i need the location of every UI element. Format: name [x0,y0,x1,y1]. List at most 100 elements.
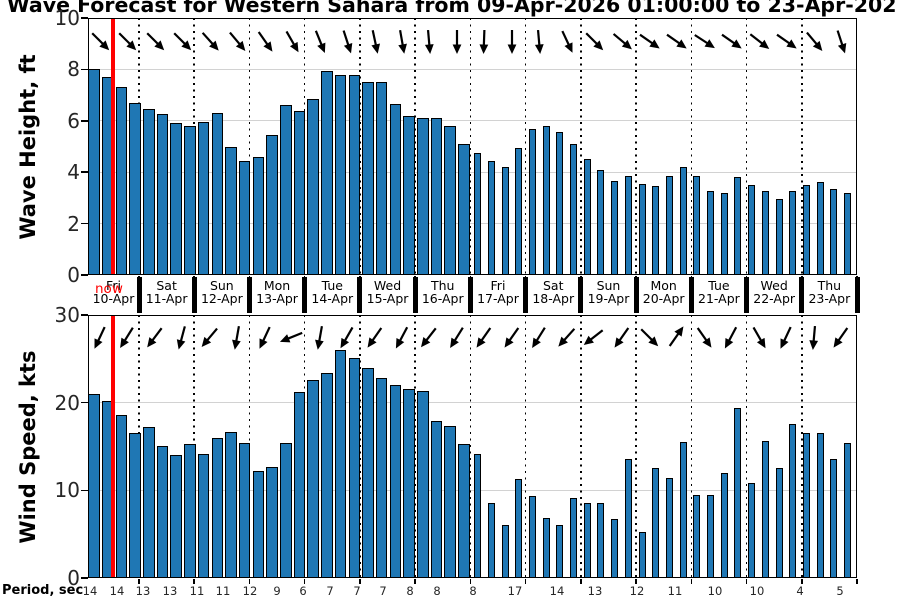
day-divider [302,277,308,313]
wave-bar [280,105,292,275]
wave-direction-arrow [793,20,835,62]
wind-bar [487,502,495,578]
y-tick-mark [81,577,88,579]
y-tick-mark [81,120,88,122]
period-value: 13 [162,584,178,598]
period-value: 14 [82,584,98,598]
wind-bar [143,427,155,578]
wind-direction-arrow [408,316,450,358]
wave-bar [570,143,577,275]
wave-direction-arrow [161,20,203,62]
wave-bar [170,123,182,275]
wave-direction-arrow [413,25,446,58]
y-tick-mark [81,314,88,316]
wind-bar [679,442,687,578]
wave-bar [88,69,100,275]
wave-bar [252,156,265,275]
x-tick-mark [690,275,693,281]
wave-bar [417,118,429,275]
day-divider [744,277,750,313]
period-value: 9 [273,584,281,598]
wave-bar [115,87,128,275]
wind-bar [88,393,100,578]
wind-bar [348,357,361,578]
wind-bar [570,498,577,578]
day-label-date: 18-Apr [532,291,575,306]
period-value: 7 [353,584,361,598]
wave-bar [501,167,509,275]
wind-direction-arrow [164,319,201,356]
wind-bar [611,519,619,578]
wind-bar [334,350,347,578]
wind-direction-arrow [302,320,337,355]
day-label-name: Sun [209,278,234,293]
wave-direction-arrow [547,21,587,61]
day-divider [357,277,363,313]
wind-direction-arrow [738,317,779,358]
wind-bar [775,467,783,578]
wind-direction-arrow [80,317,120,357]
wind-bar [844,442,851,578]
day-label-date: 11-Apr [145,291,188,306]
day-divider [467,277,473,313]
wave-bar [611,181,619,275]
wave-direction-arrow [738,20,780,62]
wave-bar [624,176,632,275]
grid-line [88,120,857,122]
wave-y-axis-label: Wave Height, ft [16,54,40,240]
period-value: 12 [629,584,645,598]
wave-direction-arrow [442,26,472,56]
wave-bar [515,147,523,275]
wind-bar [528,495,536,578]
y-tick-label: 8 [67,57,80,82]
day-separator-dotted [690,315,693,578]
wave-direction-arrow [628,20,670,62]
wind-bar [170,455,182,578]
x-tick-mark [800,275,803,281]
wave-bar [802,185,810,275]
wave-bar [375,82,388,275]
x-tick-mark [303,578,306,584]
period-value: 14 [109,584,125,598]
wave-bar [528,128,536,275]
x-tick-mark [856,275,858,281]
day-label-name: Mon [650,278,677,293]
wind-bar [624,458,632,578]
x-tick-mark [414,578,416,584]
wind-bar [720,472,728,578]
wave-direction-arrow [134,20,176,62]
wave-bar [321,70,333,275]
y-tick-label: 0 [67,263,80,287]
wave-bar [403,115,415,275]
day-separator-dotted [524,18,527,275]
wave-bar [334,74,347,275]
day-divider [412,277,418,313]
wind-direction-arrow [327,317,368,358]
y-tick-mark [81,17,88,19]
wave-bar [844,192,851,275]
period-value: 6 [299,584,307,598]
wave-bar [487,160,495,275]
day-separator-dotted [800,315,803,578]
wave-direction-arrow [822,22,860,60]
wind-direction-arrow [463,316,505,358]
wave-direction-arrow [106,20,148,62]
y-tick-label: 4 [67,160,80,185]
wave-bar [707,191,714,275]
day-label-date: 13-Apr [256,291,298,306]
day-label-name: Wed [373,278,402,293]
wave-bar [238,160,251,275]
period-value: 10 [707,584,723,598]
period-value: 7 [379,584,387,598]
wave-direction-arrow [300,21,339,60]
wind-bar [156,445,169,578]
wind-direction-arrow [601,316,643,358]
wave-bar [129,102,141,275]
wind-bar [389,385,402,578]
wave-direction-arrow [683,20,724,61]
day-label-name: Sat [542,278,564,293]
wind-bar [293,392,306,578]
wind-bar [266,466,278,578]
y-tick-label: 30 [54,303,80,327]
